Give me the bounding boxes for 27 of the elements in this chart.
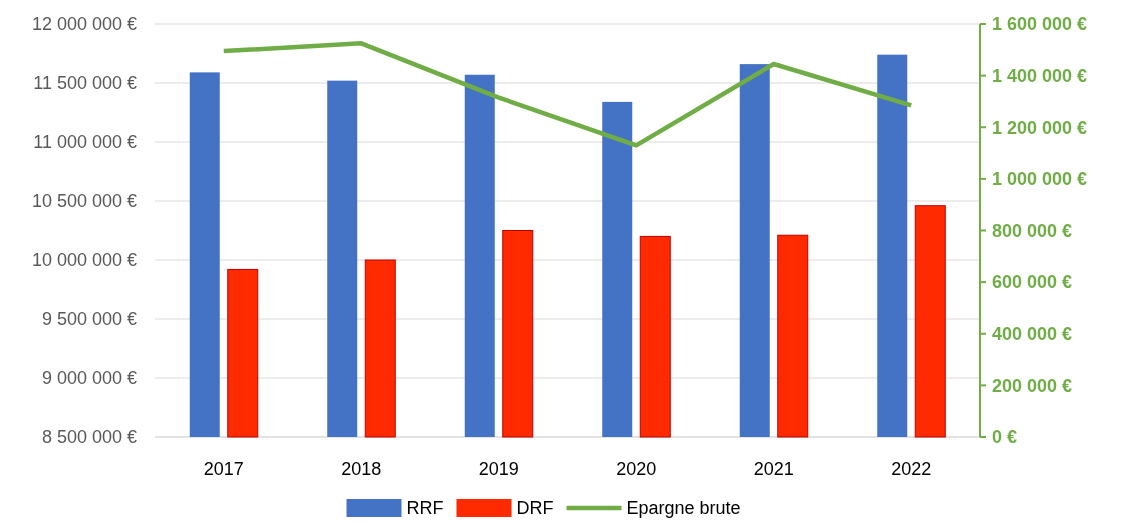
- x-tick-label: 2021: [753, 459, 794, 479]
- y2-tick-label: 200 000 €: [992, 375, 1073, 396]
- y2-tick-label: 1 400 000 €: [992, 65, 1088, 86]
- y-tick-label: 11 000 000 €: [33, 132, 137, 153]
- y2-tick-label: 400 000 €: [992, 324, 1073, 345]
- legend-label: DRF: [516, 498, 554, 519]
- x-tick-label: 2018: [341, 459, 382, 479]
- y-tick-label: 10 500 000 €: [31, 191, 137, 212]
- line-series: [221, 41, 914, 148]
- x-tick-label: 2017: [203, 459, 244, 479]
- y2-tick-label: 800 000 €: [992, 220, 1073, 241]
- y-tick-label: 10 000 000 €: [31, 250, 137, 271]
- x-tick-label: 2019: [478, 459, 519, 479]
- y-tick-label: 12 000 000 €: [31, 14, 137, 35]
- x-tick-label: 2022: [891, 459, 932, 479]
- y2-tick-label: 1 000 000 €: [992, 169, 1088, 190]
- y-tick-label: 9 500 000 €: [41, 309, 137, 330]
- y2-tick-label: 0 €: [992, 427, 1018, 448]
- y-tick-label: 8 500 000 €: [41, 427, 137, 448]
- x-tick-label: 2020: [616, 459, 657, 479]
- y2-tick-label: 1 600 000 €: [992, 14, 1088, 35]
- legend-label: Epargne brute: [626, 498, 741, 519]
- y-tick-label: 11 500 000 €: [33, 73, 137, 94]
- y-tick-label: 9 000 000 €: [41, 368, 137, 389]
- legend-label: RRF: [406, 498, 444, 519]
- y2-tick-label: 1 200 000 €: [992, 117, 1088, 138]
- y2-tick-label: 600 000 €: [992, 272, 1073, 293]
